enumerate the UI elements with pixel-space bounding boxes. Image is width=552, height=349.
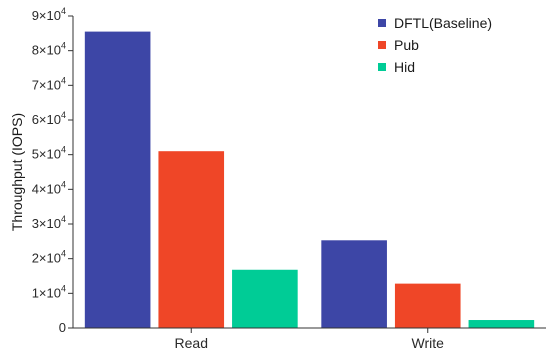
legend-swatch	[378, 41, 386, 49]
bar-write-0	[321, 240, 387, 328]
legend: DFTL(Baseline) Pub Hid	[378, 15, 492, 75]
bar-read-2	[232, 269, 298, 328]
legend-label: DFTL(Baseline)	[394, 15, 492, 31]
y-tick-label: 8×104	[32, 41, 66, 58]
x-tick-label: Write	[412, 335, 445, 349]
y-axis-ticks: 0 1×104 2×104 3×104 4×104 5×104 6×104 7×104 8×10…	[32, 6, 73, 335]
x-tick-label: Read	[175, 335, 208, 349]
y-tick-label: 5×104	[32, 145, 66, 162]
x-axis-ticks: Read Write	[175, 328, 445, 349]
legend-label: Pub	[394, 37, 419, 53]
y-tick-label: 1×104	[32, 283, 66, 300]
y-tick-label: 6×104	[32, 110, 66, 127]
bar-write-1	[394, 283, 461, 328]
y-tick-label: 4×104	[32, 179, 66, 196]
y-tick-label: 0	[59, 320, 66, 335]
y-tick-label: 3×104	[32, 214, 66, 231]
bar-read-1	[158, 151, 225, 328]
legend-swatch	[378, 19, 386, 27]
legend-label: Hid	[394, 59, 415, 75]
bars-group	[84, 31, 535, 328]
y-tick-label: 7×104	[32, 75, 66, 92]
y-axis-title: Throughput (IOPS)	[9, 113, 25, 231]
legend-swatch	[378, 63, 386, 71]
bar-write-2	[468, 320, 535, 328]
bar-read-0	[84, 31, 151, 328]
y-tick-label: 9×104	[32, 6, 66, 23]
y-tick-label: 2×104	[32, 249, 66, 266]
